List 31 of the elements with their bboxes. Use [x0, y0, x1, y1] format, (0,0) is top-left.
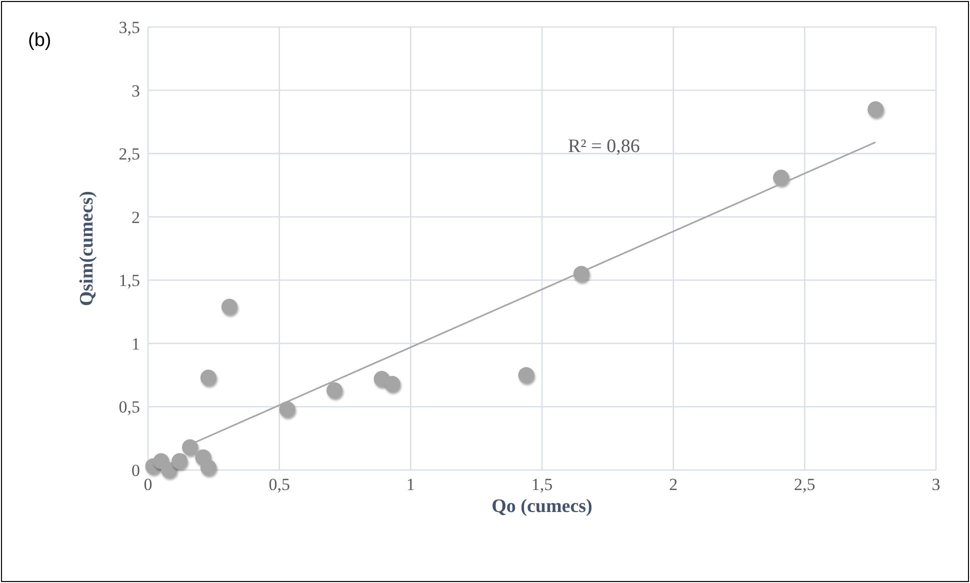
point: [161, 462, 178, 478]
y-tick-label: 2: [132, 208, 140, 227]
point: [326, 382, 342, 398]
point: [200, 459, 216, 476]
y-tick-label: 0: [132, 461, 140, 480]
x-tick-label: 0: [144, 475, 152, 494]
x-tick-label: 1,5: [531, 475, 553, 494]
point: [518, 367, 534, 384]
x-tick-label: 3: [932, 475, 940, 494]
annotation: R² = 0,86: [568, 136, 640, 158]
point: [279, 401, 296, 418]
point: [182, 439, 198, 456]
x-axis-title: Qo (cumecs): [492, 496, 592, 517]
point: [868, 101, 884, 118]
point: [172, 453, 188, 470]
y-axis-title: Qsim(cumecs): [76, 190, 98, 306]
y-tick-label: 0,5: [118, 398, 140, 417]
point: [221, 298, 238, 315]
x-tick-label: 0,5: [268, 475, 290, 494]
text: (b): [28, 30, 52, 52]
y-tick-label: 3: [132, 81, 140, 100]
point: [200, 370, 216, 386]
y-tick-label: 2,5: [118, 144, 140, 164]
y-tick-label: 1,5: [118, 271, 140, 290]
y-tick-label: 1: [132, 334, 140, 354]
x-tick-label: 2,5: [794, 475, 816, 494]
x-tick-label: 1: [406, 475, 415, 494]
point: [773, 170, 790, 186]
x-tick-label: 2: [669, 475, 678, 494]
point: [384, 376, 400, 392]
y-tick-label: 3,5: [118, 18, 140, 38]
